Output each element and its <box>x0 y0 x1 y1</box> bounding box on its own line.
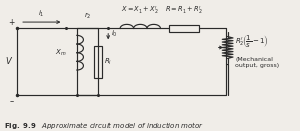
Text: $\mathbf{Fig.\ 9.9}$$\quad\mathit{Approximate\ circuit\ model\ of\ induction\ mo: $\mathbf{Fig.\ 9.9}$$\quad\mathit{Approx… <box>4 120 204 131</box>
Text: (Mechanical
output, gross): (Mechanical output, gross) <box>235 57 279 68</box>
Bar <box>94 46 102 78</box>
Text: $i_0$: $i_0$ <box>111 29 118 39</box>
Text: $X_m$: $X_m$ <box>55 48 66 58</box>
Text: V: V <box>5 58 11 66</box>
Text: $R_2^{\prime}\!\left(\dfrac{1}{s}-1\right)$: $R_2^{\prime}\!\left(\dfrac{1}{s}-1\righ… <box>235 33 269 49</box>
Text: $r_2$: $r_2$ <box>83 11 91 21</box>
Text: $R_i$: $R_i$ <box>104 57 112 67</box>
Text: $i_1$: $i_1$ <box>38 8 45 19</box>
Text: +: + <box>9 18 15 27</box>
Text: –: – <box>10 97 14 106</box>
Text: $X = X_1 + X_2^{\prime}$: $X = X_1 + X_2^{\prime}$ <box>122 5 159 17</box>
Bar <box>169 25 199 32</box>
Text: $R = R_1 + R_2^{\prime}$: $R = R_1 + R_2^{\prime}$ <box>166 5 203 17</box>
